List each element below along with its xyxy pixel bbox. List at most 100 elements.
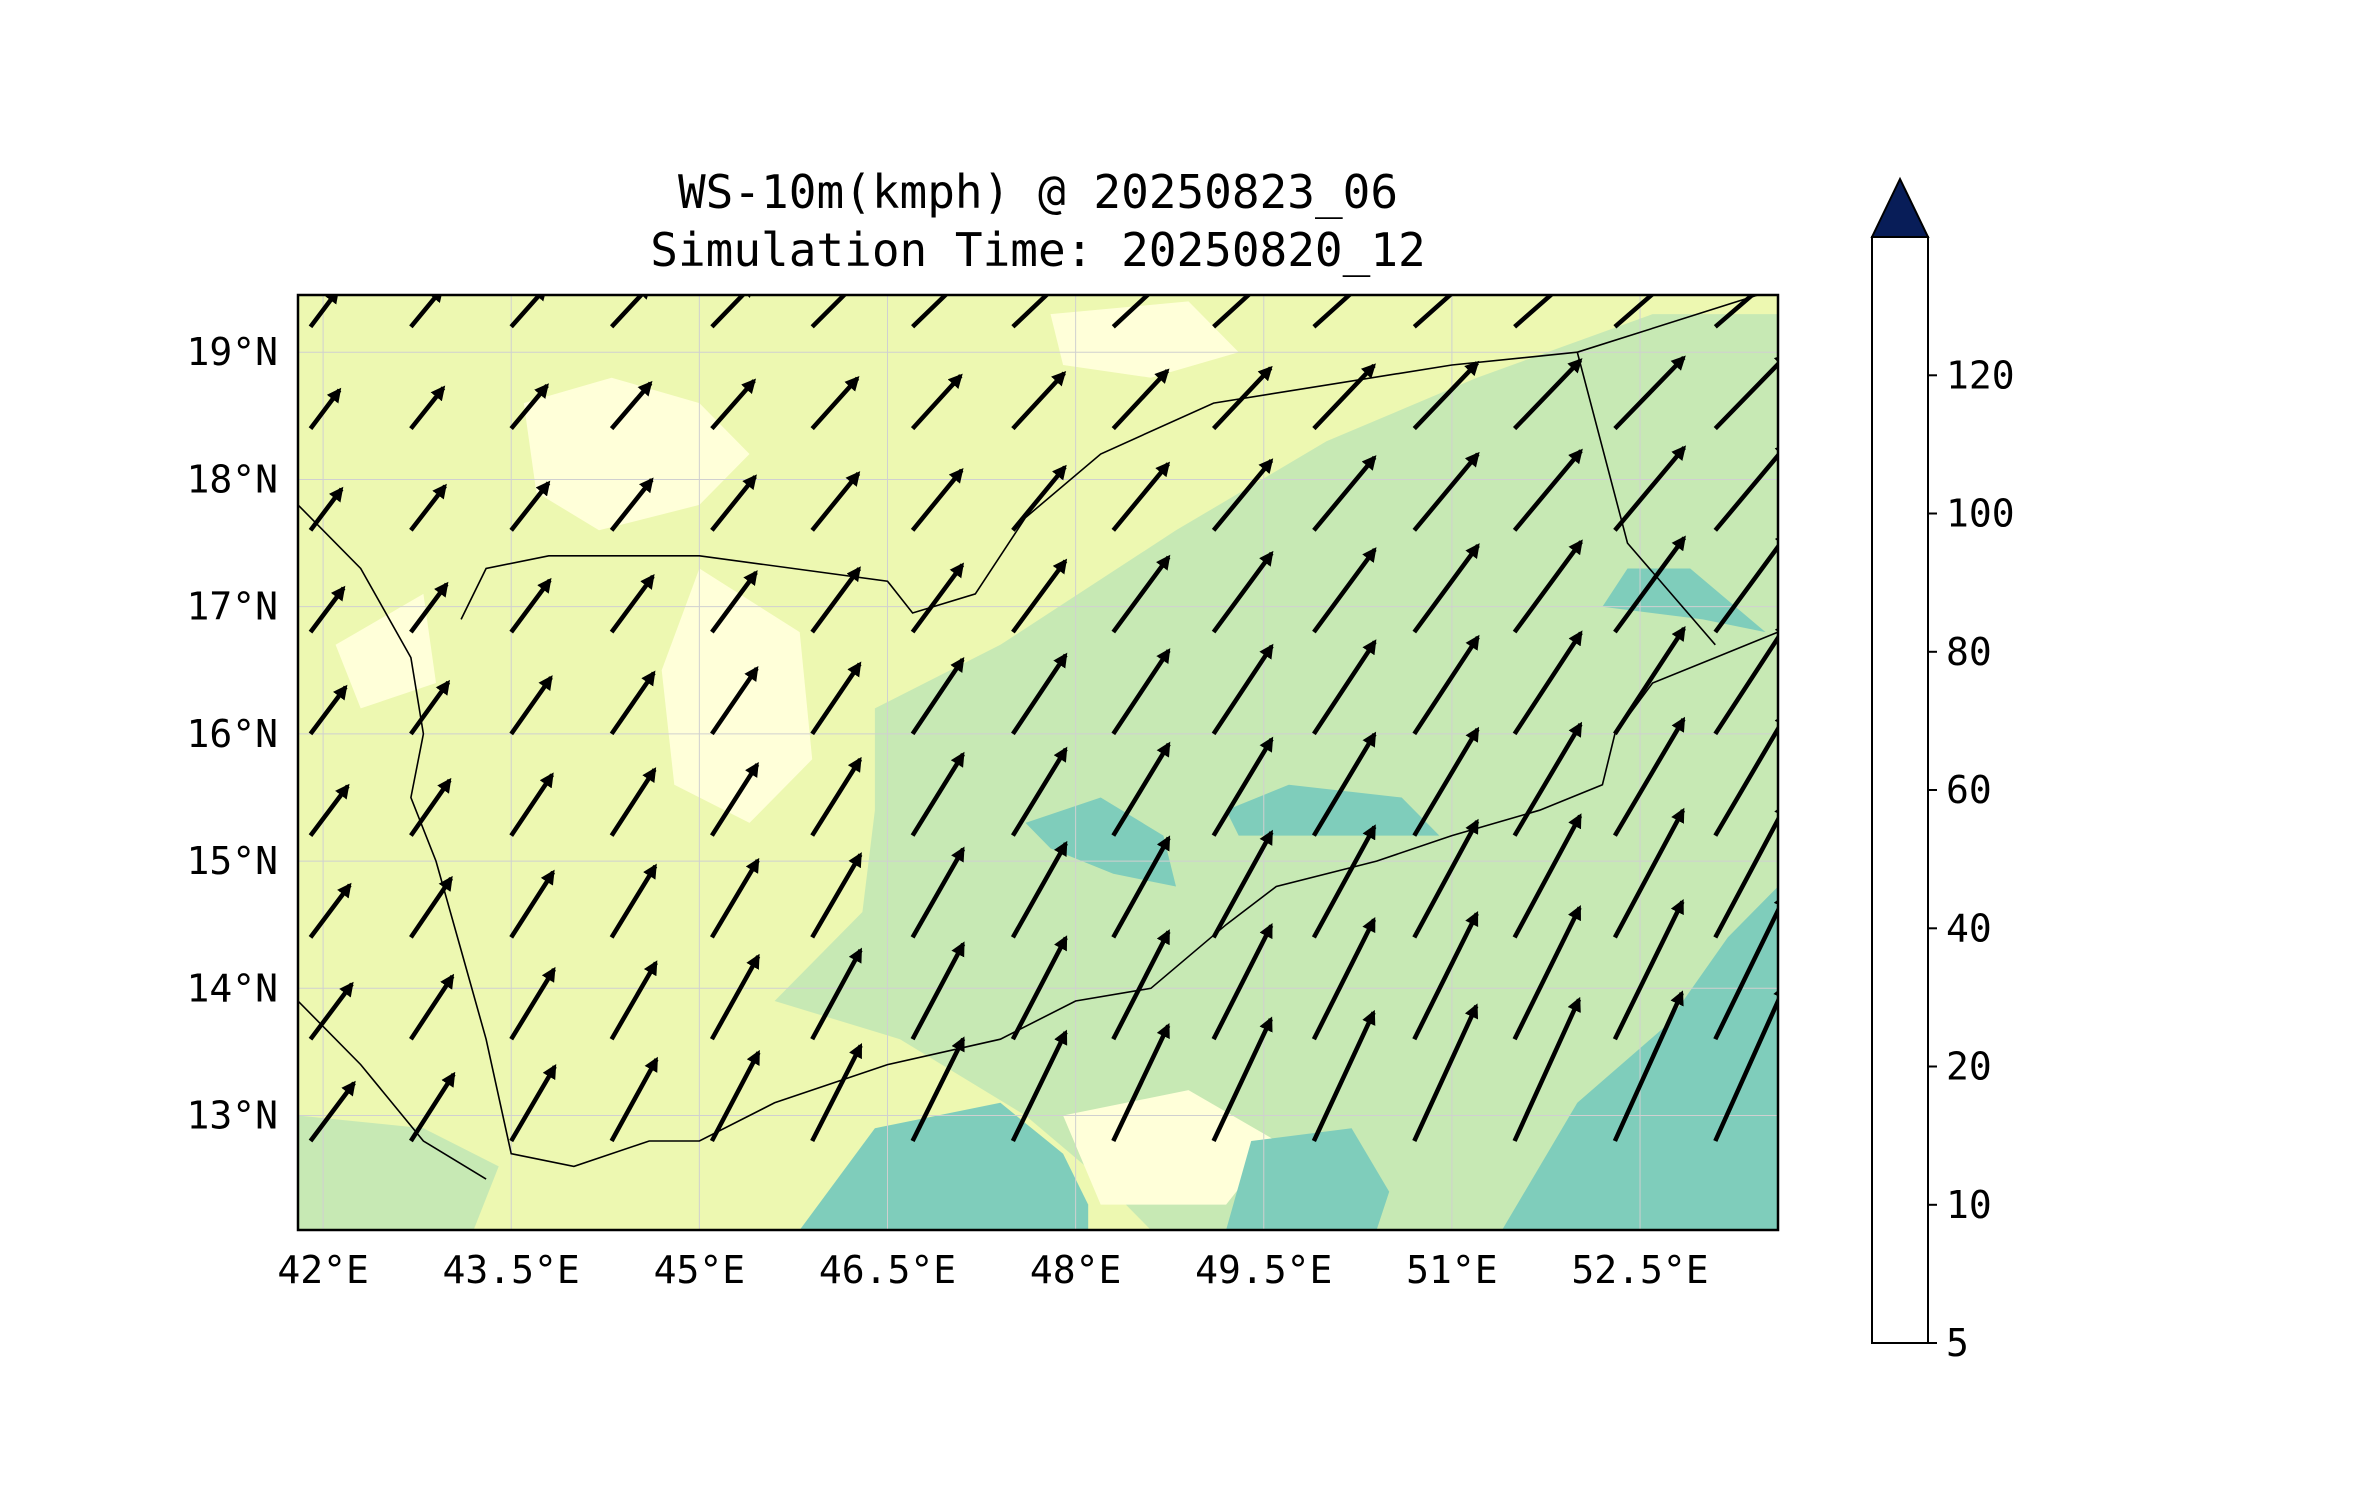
colorbar-frame	[1871, 236, 1929, 1344]
map-area	[298, 295, 1778, 1230]
wind-arrow	[1211, 365, 1273, 431]
wind-arrow	[308, 1080, 356, 1143]
wind-arrow	[1612, 807, 1685, 939]
wind-arrow	[308, 585, 346, 634]
contour-5-10-west	[335, 593, 436, 709]
wind-arrow	[709, 1049, 761, 1143]
x-tick-label: 52.5°E	[1571, 1248, 1708, 1292]
wind-arrow	[1412, 295, 1454, 329]
colorbar-label: 80	[1946, 630, 1992, 674]
colorbar-label: 100	[1946, 492, 2015, 536]
wind-arrow	[1713, 893, 1778, 1041]
wind-arrow	[1613, 445, 1687, 532]
y-tick-label: 17°N	[186, 585, 278, 629]
wind-arrow	[910, 846, 966, 939]
border-yemen-oman	[1576, 351, 1716, 646]
colorbar-label: 40	[1946, 906, 1992, 950]
wind-arrow	[810, 661, 862, 736]
wind-arrow	[810, 1043, 863, 1143]
wind-arrow	[810, 852, 863, 939]
wind-arrow	[810, 295, 859, 329]
wind-arrow	[1412, 543, 1480, 634]
wind-arrow	[1512, 721, 1583, 837]
wind-arrow	[1211, 458, 1274, 532]
y-tick-label: 15°N	[186, 839, 278, 883]
wind-arrow	[1011, 295, 1050, 329]
wind-arrow	[1412, 634, 1480, 736]
wind-arrow	[509, 1064, 557, 1143]
wind-arrow	[1713, 442, 1778, 532]
wind-arrow	[1010, 935, 1068, 1041]
x-tick-label: 48°E	[1030, 1248, 1122, 1292]
y-tick-label: 16°N	[186, 712, 278, 756]
wind-arrow	[1010, 746, 1068, 837]
title-line-2: Simulation Time: 20250820_12	[650, 223, 1425, 277]
wind-arrow	[710, 761, 760, 837]
wind-arrow	[1512, 630, 1583, 736]
wind-arrow	[1111, 295, 1151, 329]
wind-arrow	[1713, 295, 1756, 329]
wind-arrow	[1211, 1016, 1273, 1142]
wind-arrow	[1312, 639, 1377, 736]
colorbar: 5 10 20 40 60 80 100 120	[1870, 176, 2015, 1365]
wind-arrow	[1412, 911, 1479, 1041]
wind-arrow	[1311, 1009, 1376, 1142]
wind-arrow	[1613, 535, 1687, 634]
wind-arrow	[609, 960, 658, 1041]
coastline	[298, 504, 1778, 1168]
colorbar-label: 60	[1946, 768, 1992, 812]
wind-arrow	[1011, 464, 1067, 532]
wind-arrow	[1211, 736, 1274, 837]
wind-arrow	[1713, 802, 1778, 939]
wind-arrow	[1612, 716, 1686, 837]
coastlines-and-borders	[298, 295, 1778, 1180]
wind-arrow	[1010, 1029, 1068, 1142]
y-tick-label: 14°N	[186, 966, 278, 1010]
x-axis-ticks: 42°E 43.5°E 45°E 46.5°E 48°E 49.5°E 51°E 52.5°E	[277, 1248, 1708, 1292]
chart-title: WS-10m(kmph) @ 20250823_06 Simulation Ti…	[650, 165, 1425, 277]
wind-arrow	[1011, 558, 1068, 634]
wind-arrow	[609, 1056, 659, 1143]
map-frame	[296, 293, 1780, 1232]
wind-arrow	[1211, 829, 1274, 939]
wind-arrow	[1311, 731, 1377, 837]
x-tick-label: 45°E	[654, 1248, 746, 1292]
wind-arrow	[609, 477, 654, 532]
wind-arrow	[409, 483, 447, 532]
y-axis-ticks: 19°N 18°N 17°N 16°N 15°N 14°N 13°N	[186, 330, 278, 1137]
wind-arrow	[509, 480, 551, 532]
contour-20-40-southwest	[298, 1115, 499, 1230]
wind-arrow	[1111, 554, 1171, 634]
wind-arrow	[1211, 923, 1274, 1041]
y-tick-label: 13°N	[186, 1094, 278, 1138]
wind-arrow	[409, 581, 449, 634]
wind-arrow	[509, 577, 552, 634]
colorbar-label: 20	[1946, 1045, 1992, 1089]
wind-arrow	[810, 947, 863, 1041]
wind-arrow	[509, 295, 548, 329]
wind-arrow	[1512, 358, 1583, 431]
wind-arrow	[308, 486, 344, 532]
title-line-1: WS-10m(kmph) @ 20250823_06	[678, 165, 1398, 219]
wind-arrow	[409, 679, 451, 736]
wind-arrow	[409, 385, 446, 431]
wind-arrow	[1512, 539, 1583, 634]
wind-arrow	[1010, 840, 1068, 939]
wind-arrow	[308, 783, 350, 837]
wind-arrow	[710, 378, 757, 431]
wind-arrow	[1011, 370, 1067, 431]
x-tick-label: 43.5°E	[443, 1248, 580, 1292]
wind-arrow	[509, 869, 555, 939]
contour-40-60-hadhramaut	[1226, 784, 1440, 836]
wind-arrow	[1211, 550, 1274, 634]
wind-arrow	[308, 882, 352, 939]
x-tick-label: 51°E	[1406, 1248, 1498, 1292]
wind-arrow	[609, 670, 656, 736]
wind-arrow	[1713, 531, 1778, 634]
wind-arrow	[1613, 295, 1655, 329]
contour-40-60-south	[1226, 1128, 1390, 1230]
contour-40-60-inland	[1025, 797, 1176, 887]
wind-arrow	[1312, 455, 1377, 532]
wind-arrow	[1713, 621, 1778, 736]
wind-arrow	[1111, 835, 1171, 939]
